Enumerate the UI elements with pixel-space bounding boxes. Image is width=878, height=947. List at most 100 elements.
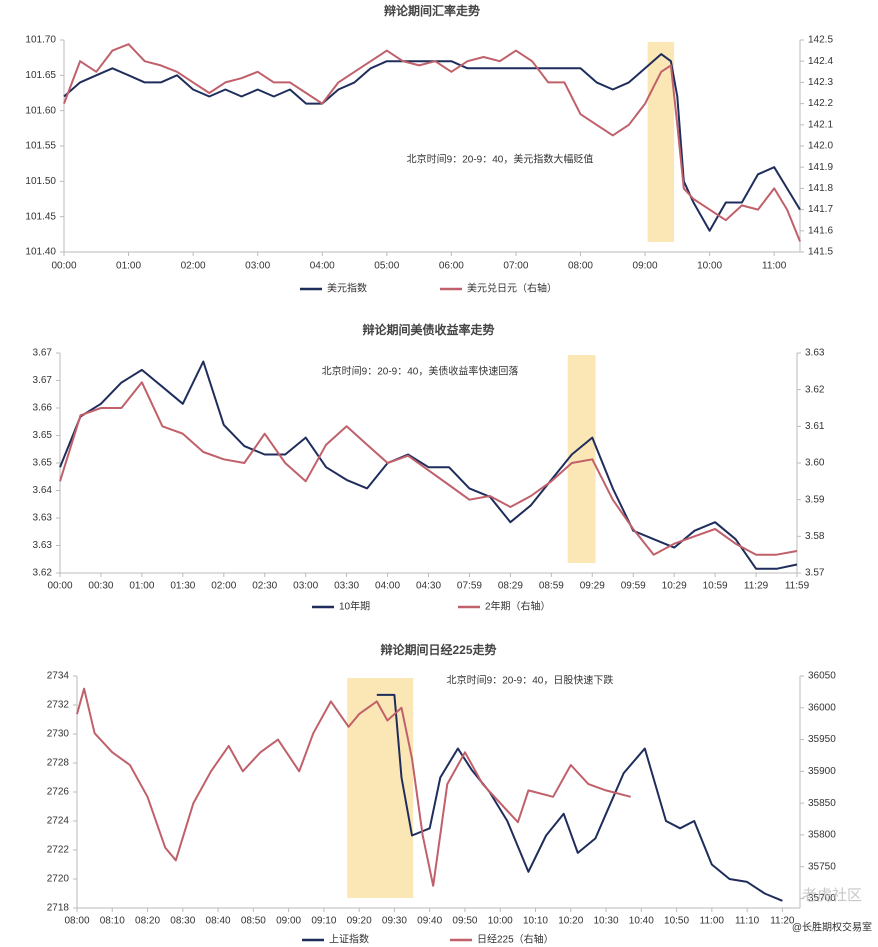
y2-tick-label: 3.58 — [805, 531, 825, 542]
x-tick-label: 09:40 — [417, 916, 442, 927]
x-tick-label: 08:50 — [241, 916, 266, 927]
x-tick-label: 11:29 — [744, 581, 769, 592]
x-tick-label: 02:30 — [252, 581, 277, 592]
y2-tick-label: 142.0 — [808, 141, 833, 152]
x-tick-label: 09:00 — [276, 916, 301, 927]
series-line — [59, 381, 798, 556]
y2-tick-label: 3.62 — [805, 384, 825, 395]
x-tick-label: 08:40 — [206, 916, 231, 927]
y-tick-label: 101.55 — [25, 141, 56, 152]
y2-tick-label: 142.2 — [808, 98, 833, 109]
y-tick-label: 3.65 — [33, 430, 53, 441]
y2-tick-label: 35700 — [808, 893, 836, 904]
y-tick-label: 2718 — [47, 903, 70, 914]
x-tick-label: 06:00 — [439, 261, 464, 272]
y2-tick-label: 141.6 — [808, 225, 833, 236]
x-tick-label: 00:00 — [47, 581, 72, 592]
y-tick-label: 3.67 — [33, 375, 53, 386]
x-tick-label: 03:00 — [293, 581, 318, 592]
x-tick-label: 09:20 — [347, 916, 372, 927]
legend-label: 2年期（右轴） — [485, 600, 551, 613]
series-line — [59, 360, 798, 570]
y-tick-label: 2720 — [47, 874, 70, 885]
x-tick-label: 08:00 — [64, 916, 89, 927]
y2-tick-label: 142.4 — [808, 56, 833, 67]
watermark: 老虎社区 — [802, 887, 862, 904]
y-tick-label: 2726 — [47, 787, 70, 798]
y2-tick-label: 3.60 — [805, 458, 825, 469]
y2-tick-label: 142.3 — [808, 77, 833, 88]
x-tick-label: 09:29 — [580, 581, 605, 592]
series-line — [76, 687, 631, 887]
y-tick-label: 101.70 — [25, 35, 56, 46]
y-tick-label: 3.66 — [33, 403, 53, 414]
legend-label: 美元指数 — [327, 282, 367, 295]
x-tick-label: 00:00 — [51, 261, 76, 272]
y-tick-label: 2730 — [47, 729, 70, 740]
x-tick-label: 09:30 — [382, 916, 407, 927]
x-tick-label: 10:30 — [594, 916, 619, 927]
y2-tick-label: 3.61 — [805, 421, 825, 432]
x-tick-label: 00:30 — [88, 581, 113, 592]
y-tick-label: 2732 — [47, 700, 70, 711]
annotation: 北京时间9：20-9：40，美债收益率快速回落 — [322, 365, 519, 378]
x-tick-label: 04:00 — [310, 261, 335, 272]
y-tick-label: 2734 — [47, 671, 70, 682]
y2-tick-label: 36000 — [808, 702, 836, 713]
x-tick-label: 04:30 — [416, 581, 441, 592]
y2-tick-label: 3.63 — [805, 348, 825, 359]
x-tick-label: 09:59 — [621, 581, 646, 592]
y2-tick-label: 35950 — [808, 734, 836, 745]
y-tick-label: 101.50 — [25, 176, 56, 187]
chart-title: 辩论期间汇率走势 — [384, 3, 480, 18]
x-tick-label: 10:00 — [697, 261, 722, 272]
x-tick-label: 08:59 — [539, 581, 564, 592]
x-tick-label: 11:00 — [762, 261, 787, 272]
chart-title: 辩论期间美债收益率走势 — [362, 322, 494, 337]
legend-label: 美元兑日元（右轴） — [467, 282, 557, 295]
y2-tick-label: 3.57 — [805, 568, 825, 579]
series-line — [376, 693, 783, 902]
legend-label: 上证指数 — [329, 933, 369, 946]
x-tick-label: 08:30 — [170, 916, 195, 927]
x-tick-label: 01:00 — [129, 581, 154, 592]
y2-tick-label: 142.5 — [808, 35, 833, 46]
x-tick-label: 09:50 — [452, 916, 477, 927]
x-tick-label: 11:00 — [700, 916, 725, 927]
x-tick-label: 09:10 — [311, 916, 336, 927]
x-tick-label: 10:00 — [488, 916, 513, 927]
y-tick-label: 3.63 — [33, 540, 53, 551]
series-line — [63, 53, 801, 232]
y2-tick-label: 3.59 — [805, 494, 825, 505]
y2-tick-label: 35850 — [808, 798, 836, 809]
annotation: 北京时间9：20-9：40，日股快速下跌 — [447, 674, 614, 687]
x-tick-label: 10:40 — [629, 916, 654, 927]
legend-label: 日经225（右轴） — [477, 933, 554, 946]
x-tick-label: 02:00 — [211, 581, 236, 592]
series-line — [63, 43, 801, 242]
x-tick-label: 08:29 — [498, 581, 523, 592]
x-tick-label: 07:59 — [457, 581, 482, 592]
x-tick-label: 01:00 — [116, 261, 141, 272]
y2-tick-label: 141.7 — [808, 204, 833, 215]
y2-tick-label: 35900 — [808, 766, 836, 777]
y2-tick-label: 142.1 — [808, 119, 833, 130]
y2-tick-label: 36050 — [808, 671, 836, 682]
x-tick-label: 07:00 — [503, 261, 528, 272]
x-tick-label: 05:00 — [374, 261, 399, 272]
x-tick-label: 10:59 — [703, 581, 728, 592]
y2-tick-label: 141.8 — [808, 183, 833, 194]
legend-label: 10年期 — [339, 600, 370, 613]
x-tick-label: 10:20 — [558, 916, 583, 927]
y-tick-label: 3.62 — [33, 568, 53, 579]
y-tick-label: 3.67 — [33, 348, 53, 359]
x-tick-label: 04:00 — [375, 581, 400, 592]
y2-tick-label: 35800 — [808, 830, 836, 841]
y-tick-label: 101.45 — [25, 211, 56, 222]
x-tick-label: 08:20 — [135, 916, 160, 927]
y2-tick-label: 141.9 — [808, 162, 833, 173]
highlight-band — [647, 42, 675, 242]
y2-tick-label: 141.5 — [808, 247, 833, 258]
